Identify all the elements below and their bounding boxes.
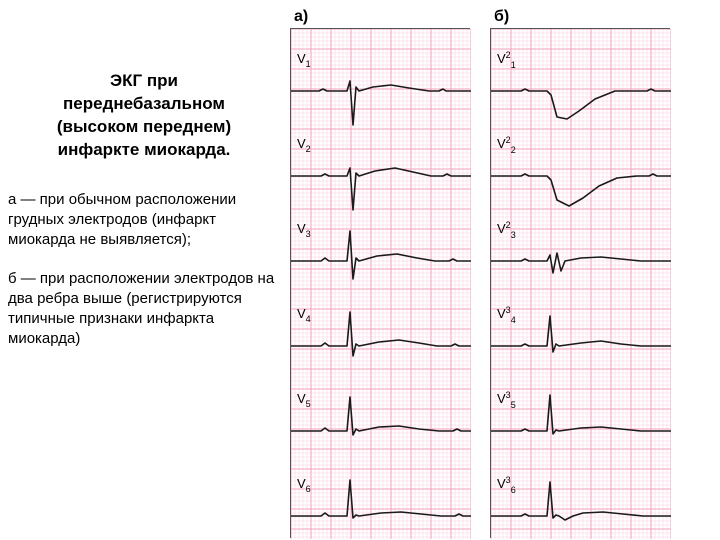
paragraph-a: а — при обычном расположении грудных эле… <box>8 190 280 251</box>
panel-b-label: б) <box>494 8 509 26</box>
paragraph-b: б — при расположении электродов на два р… <box>8 269 280 350</box>
ecg-panels: а) V1V2V3V4V5V6 б) V21V22V23V34V35V36 <box>290 0 720 540</box>
text-column: ЭКГ припереднебазальном(высоком переднем… <box>0 0 290 540</box>
panel-b: V21V22V23V34V35V36 <box>490 28 670 538</box>
panel-a-wrap: а) V1V2V3V4V5V6 <box>290 8 470 532</box>
panel-a: V1V2V3V4V5V6 <box>290 28 470 538</box>
panel-a-label: а) <box>294 8 308 26</box>
title: ЭКГ припереднебазальном(высоком переднем… <box>8 70 280 162</box>
page: ЭКГ припереднебазальном(высоком переднем… <box>0 0 720 540</box>
panel-b-wrap: б) V21V22V23V34V35V36 <box>490 8 670 532</box>
